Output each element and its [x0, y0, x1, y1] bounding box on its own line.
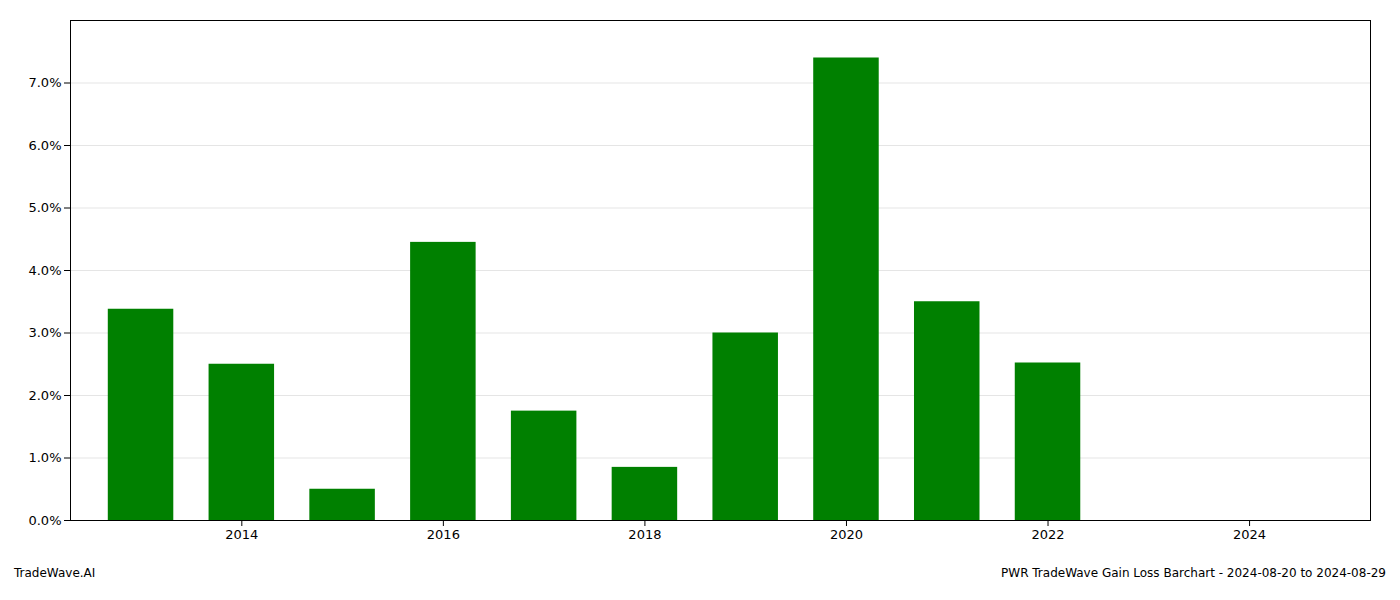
svg-text:2014: 2014	[225, 527, 258, 542]
svg-text:7.0%: 7.0%	[28, 75, 61, 90]
svg-text:2018: 2018	[628, 527, 661, 542]
svg-text:5.0%: 5.0%	[28, 200, 61, 215]
svg-text:2022: 2022	[1031, 527, 1064, 542]
svg-text:2016: 2016	[427, 527, 460, 542]
svg-text:6.0%: 6.0%	[28, 138, 61, 153]
svg-text:4.0%: 4.0%	[28, 263, 61, 278]
html-text:PWR TradeWave Gain Loss Barcha: PWR TradeWave Gain Loss Barchart - 2024-…	[1001, 566, 1386, 580]
svg-text:0.0%: 0.0%	[28, 513, 61, 528]
svg-text:2.0%: 2.0%	[28, 388, 61, 403]
svg-text:1.0%: 1.0%	[28, 450, 61, 465]
svg-text:2020: 2020	[830, 527, 863, 542]
svg-text:2024: 2024	[1233, 527, 1266, 542]
svg-text:3.0%: 3.0%	[28, 325, 61, 340]
html-text:TradeWave.AI: TradeWave.AI	[14, 566, 96, 580]
